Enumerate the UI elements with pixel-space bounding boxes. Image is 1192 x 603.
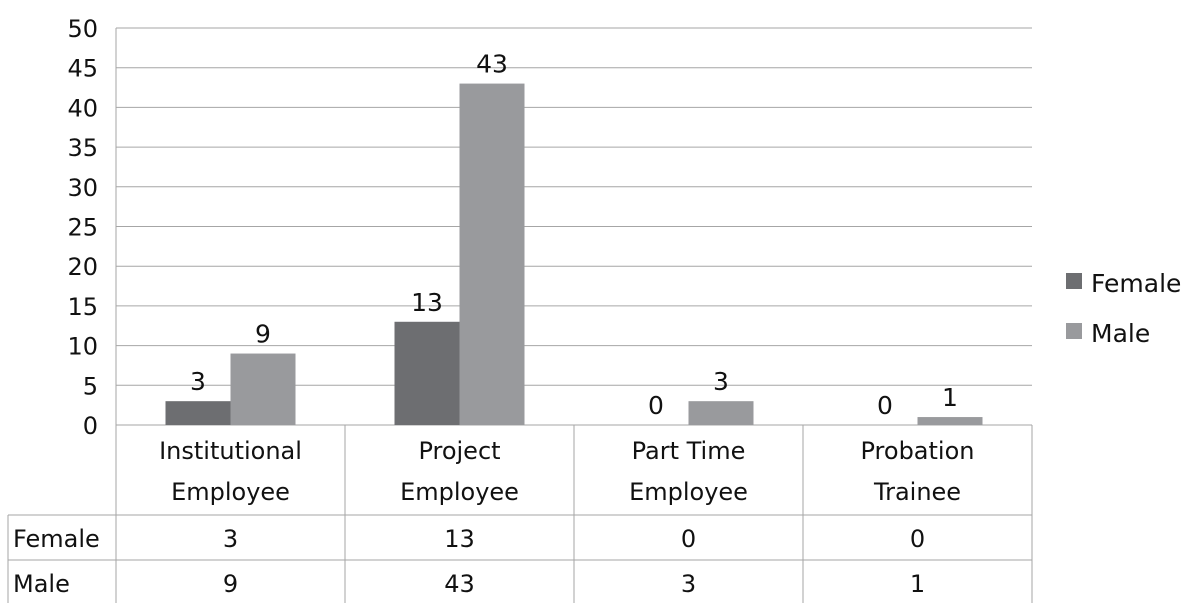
x-tick-label: Project xyxy=(418,437,500,465)
y-tick-label: 50 xyxy=(67,15,98,43)
data-label: 3 xyxy=(190,367,206,396)
data-label: 0 xyxy=(877,391,893,420)
x-tick-label: Trainee xyxy=(873,478,961,506)
table-cell: 3 xyxy=(223,525,238,553)
bars xyxy=(165,83,983,425)
data-label: 3 xyxy=(713,367,729,396)
x-tick-label: Institutional xyxy=(159,437,302,465)
bar-male xyxy=(230,353,296,425)
legend-swatch xyxy=(1066,323,1082,339)
table-cell: 0 xyxy=(681,525,696,553)
legend-swatch xyxy=(1066,273,1082,289)
legend-label: Female xyxy=(1091,269,1181,298)
data-label: 13 xyxy=(411,288,443,317)
bar-female xyxy=(394,321,460,425)
table-row-header: Male xyxy=(13,570,70,598)
y-tick-label: 5 xyxy=(83,372,98,400)
y-tick-label: 45 xyxy=(67,55,98,83)
y-tick-label: 40 xyxy=(67,94,98,122)
y-tick-label: 10 xyxy=(67,333,98,361)
data-labels: 3 13 0 0 9 43 3 1 xyxy=(190,50,958,420)
y-tick-label: 25 xyxy=(67,214,98,242)
data-label: 43 xyxy=(476,50,508,79)
data-label: 9 xyxy=(255,320,271,349)
data-label: 0 xyxy=(648,391,664,420)
table-cell: 43 xyxy=(444,570,475,598)
table-row-header: Female xyxy=(13,525,100,553)
y-tick-label: 0 xyxy=(83,412,98,440)
bar-male xyxy=(917,417,983,425)
table-cell: 9 xyxy=(223,570,238,598)
table-cell: 13 xyxy=(444,525,475,553)
table-cell: 1 xyxy=(910,570,925,598)
y-tick-label: 15 xyxy=(67,293,98,321)
x-tick-label: Probation xyxy=(861,437,975,465)
y-tick-label: 20 xyxy=(67,253,98,281)
x-tick-label: Employee xyxy=(171,478,290,506)
legend: Female Male xyxy=(1066,269,1181,348)
y-tick-label: 35 xyxy=(67,134,98,162)
x-tick-label: Employee xyxy=(400,478,519,506)
bar-male xyxy=(688,401,754,425)
data-table: Institutional Employee Project Employee Part… xyxy=(7,425,1033,603)
data-label: 1 xyxy=(942,383,958,412)
bar-male xyxy=(459,83,525,425)
y-tick-label: 30 xyxy=(67,174,98,202)
table-cell: 0 xyxy=(910,525,925,553)
table-cell: 3 xyxy=(681,570,696,598)
x-tick-label: Employee xyxy=(629,478,748,506)
x-tick-label: Part Time xyxy=(632,437,746,465)
legend-label: Male xyxy=(1091,319,1150,348)
bar-female xyxy=(165,401,231,425)
